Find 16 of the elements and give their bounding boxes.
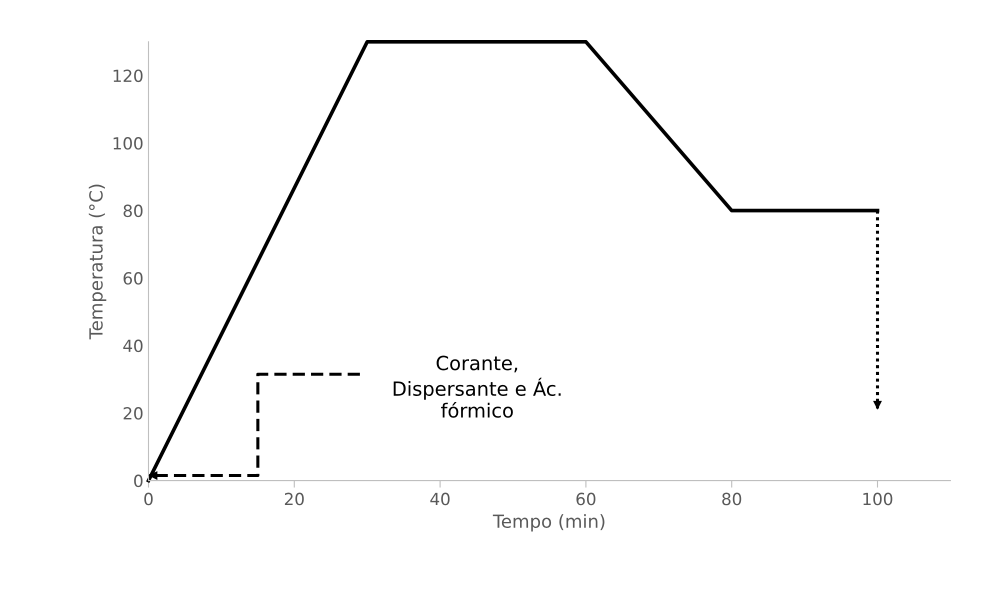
y-tick-label: 60 <box>124 272 143 285</box>
x-tick-label: 60 <box>576 492 596 506</box>
x-tick-label: 20 <box>284 492 304 506</box>
x-tick-label: 40 <box>430 492 450 506</box>
x-tick-label: 80 <box>722 492 742 506</box>
y-axis-title: Temperatura (°C) <box>88 184 106 340</box>
annotation: Corante, Dispersante e Ác. fórmico <box>394 356 561 418</box>
y-tick-label: 0 <box>134 474 143 488</box>
x-tick-label: 100 <box>863 492 892 506</box>
x-axis-title: Tempo (min) <box>492 514 604 532</box>
x-tick-label: 0 <box>144 492 153 506</box>
y-tick-label: 80 <box>124 204 143 218</box>
y-tick-label: 120 <box>114 70 143 82</box>
y-tick-label: 40 <box>123 340 143 352</box>
y-tick-label: 100 <box>114 137 143 150</box>
y-tick-label: 20 <box>124 407 143 420</box>
